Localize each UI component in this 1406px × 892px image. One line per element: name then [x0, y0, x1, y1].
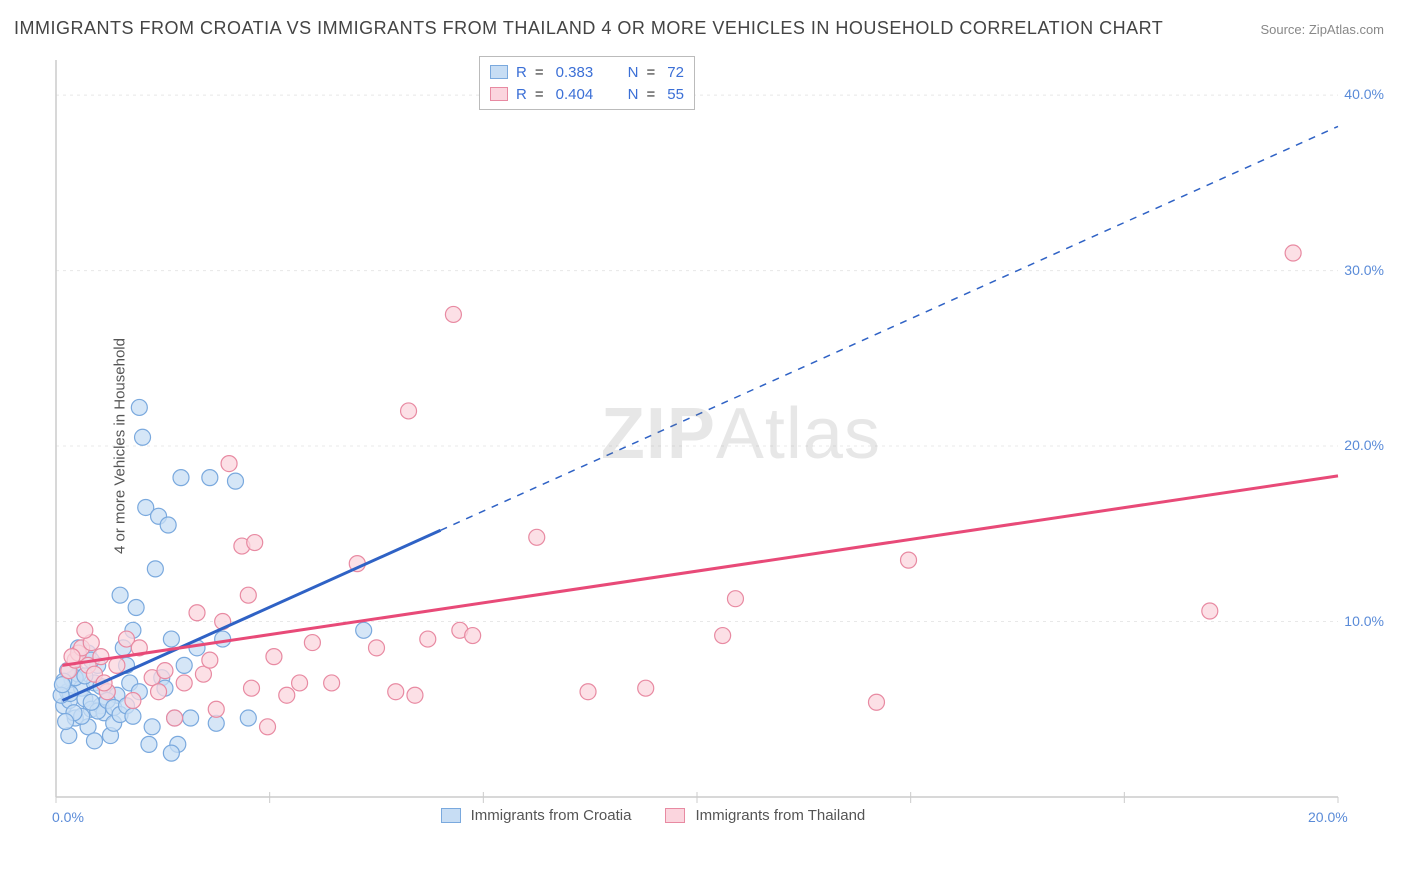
y-tick-label: 30.0% — [1344, 262, 1384, 278]
stats-legend-row: R=0.404N=55 — [490, 83, 684, 105]
n-value: 72 — [667, 64, 684, 81]
r-value: 0.383 — [556, 64, 606, 81]
r-label: R — [516, 86, 527, 103]
y-tick-label: 40.0% — [1344, 86, 1384, 102]
scatter-plot: ZIPAtlas 10.0%20.0%30.0%40.0%0.0%20.0% — [48, 52, 1388, 830]
y-tick-label: 10.0% — [1344, 613, 1384, 629]
legend-series-label: Immigrants from Thailand — [695, 807, 865, 824]
x-tick-label: 0.0% — [52, 809, 84, 825]
n-label: N — [628, 64, 639, 81]
r-value: 0.404 — [556, 86, 606, 103]
stats-legend: R=0.383N=72R=0.404N=55 — [479, 56, 695, 110]
source-attribution: Source: ZipAtlas.com — [1260, 22, 1384, 37]
n-value: 55 — [667, 86, 684, 103]
plot-svg — [48, 52, 1388, 830]
legend-swatch — [441, 808, 461, 823]
chart-title: IMMIGRANTS FROM CROATIA VS IMMIGRANTS FR… — [14, 18, 1163, 39]
legend-swatch — [490, 87, 508, 101]
series-legend: Immigrants from Croatia Immigrants from T… — [441, 807, 866, 824]
stats-legend-row: R=0.383N=72 — [490, 61, 684, 83]
legend-swatch — [490, 65, 508, 79]
x-tick-label: 20.0% — [1308, 809, 1348, 825]
r-label: R — [516, 64, 527, 81]
y-tick-label: 20.0% — [1344, 437, 1384, 453]
n-label: N — [628, 86, 639, 103]
legend-swatch — [665, 808, 685, 823]
legend-series-label: Immigrants from Croatia — [471, 807, 632, 824]
